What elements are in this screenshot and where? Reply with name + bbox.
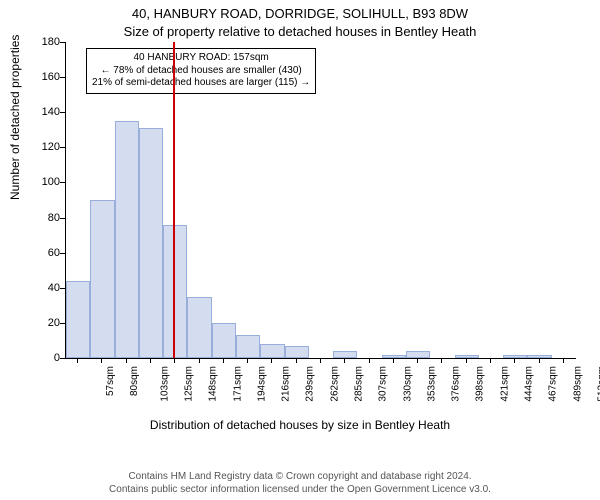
x-tick-label: 262sqm <box>329 366 340 402</box>
x-tick-label: 421sqm <box>499 366 510 402</box>
x-tick-label: 467sqm <box>548 366 559 402</box>
footer-line: Contains HM Land Registry data © Crown c… <box>0 471 600 484</box>
plot-area: 40 HANBURY ROAD: 157sqm ← 78% of detache… <box>65 42 576 359</box>
chart-title: 40, HANBURY ROAD, DORRIDGE, SOLIHULL, B9… <box>0 0 600 22</box>
y-tick-label: 60 <box>20 247 60 259</box>
x-tick-label: 353sqm <box>426 366 437 402</box>
histogram-bar <box>260 344 284 358</box>
histogram-bar <box>139 128 163 358</box>
y-tick-mark <box>60 112 65 113</box>
y-tick-mark <box>60 77 65 78</box>
histogram-bar <box>90 200 114 358</box>
annotation-line: ← 78% of detached houses are smaller (43… <box>92 65 310 78</box>
histogram-bar <box>333 351 357 358</box>
y-tick-mark <box>60 182 65 183</box>
y-tick-mark <box>60 218 65 219</box>
x-tick-mark <box>77 358 78 363</box>
histogram-bar <box>212 323 236 358</box>
y-tick-label: 180 <box>20 36 60 48</box>
x-tick-label: 216sqm <box>281 366 292 402</box>
y-tick-label: 0 <box>20 352 60 364</box>
y-tick-mark <box>60 42 65 43</box>
annotation-line: 40 HANBURY ROAD: 157sqm <box>92 52 310 65</box>
y-tick-label: 100 <box>20 176 60 188</box>
annotation-box: 40 HANBURY ROAD: 157sqm ← 78% of detache… <box>86 48 316 94</box>
x-tick-mark <box>199 358 200 363</box>
x-tick-mark <box>174 358 175 363</box>
histogram-bar <box>527 355 551 359</box>
y-tick-label: 140 <box>20 106 60 118</box>
x-tick-mark <box>563 358 564 363</box>
x-tick-label: 80sqm <box>129 366 140 396</box>
x-tick-mark <box>466 358 467 363</box>
x-tick-mark <box>441 358 442 363</box>
x-tick-label: 489sqm <box>572 366 583 402</box>
histogram-bar <box>163 225 187 358</box>
x-tick-label: 444sqm <box>524 366 535 402</box>
x-tick-mark <box>126 358 127 363</box>
histogram-bar <box>455 355 479 359</box>
y-tick-label: 120 <box>20 141 60 153</box>
histogram-bar <box>236 335 260 358</box>
histogram-bar <box>187 297 211 358</box>
x-tick-label: 103sqm <box>159 366 170 402</box>
x-tick-label: 57sqm <box>105 366 116 396</box>
x-tick-mark <box>271 358 272 363</box>
x-tick-label: 398sqm <box>475 366 486 402</box>
x-tick-label: 148sqm <box>208 366 219 402</box>
x-tick-label: 239sqm <box>305 366 316 402</box>
x-tick-mark <box>490 358 491 363</box>
x-tick-label: 194sqm <box>256 366 267 402</box>
x-tick-mark <box>150 358 151 363</box>
histogram-bar <box>382 355 406 359</box>
x-tick-mark <box>369 358 370 363</box>
y-tick-mark <box>60 147 65 148</box>
x-tick-mark <box>417 358 418 363</box>
histogram-bar <box>285 346 309 358</box>
x-tick-label: 512sqm <box>596 366 600 402</box>
x-tick-label: 376sqm <box>451 366 462 402</box>
y-tick-label: 160 <box>20 71 60 83</box>
x-tick-label: 307sqm <box>378 366 389 402</box>
x-tick-mark <box>247 358 248 363</box>
x-tick-mark <box>320 358 321 363</box>
x-axis-label: Distribution of detached houses by size … <box>0 418 600 432</box>
x-tick-label: 171sqm <box>232 366 243 402</box>
reference-line <box>173 42 175 358</box>
x-tick-mark <box>514 358 515 363</box>
chart-container: { "chart": { "type": "histogram", "title… <box>0 0 600 500</box>
footer-text: Contains HM Land Registry data © Crown c… <box>0 471 600 496</box>
chart-subtitle: Size of property relative to detached ho… <box>0 22 600 39</box>
x-tick-label: 285sqm <box>354 366 365 402</box>
histogram-bar <box>115 121 139 358</box>
x-tick-mark <box>393 358 394 363</box>
y-tick-label: 80 <box>20 212 60 224</box>
footer-line: Contains public sector information licen… <box>0 484 600 497</box>
x-tick-mark <box>296 358 297 363</box>
histogram-bar <box>406 351 430 358</box>
y-tick-mark <box>60 253 65 254</box>
y-tick-mark <box>60 288 65 289</box>
x-tick-mark <box>344 358 345 363</box>
y-tick-mark <box>60 358 65 359</box>
x-tick-mark <box>539 358 540 363</box>
y-tick-mark <box>60 323 65 324</box>
x-tick-mark <box>223 358 224 363</box>
y-tick-label: 20 <box>20 317 60 329</box>
annotation-line: 21% of semi-detached houses are larger (… <box>92 77 310 90</box>
x-tick-label: 125sqm <box>184 366 195 402</box>
histogram-bar <box>66 281 90 358</box>
histogram-bar <box>503 355 527 359</box>
x-tick-label: 330sqm <box>402 366 413 402</box>
y-tick-label: 40 <box>20 282 60 294</box>
x-tick-mark <box>101 358 102 363</box>
